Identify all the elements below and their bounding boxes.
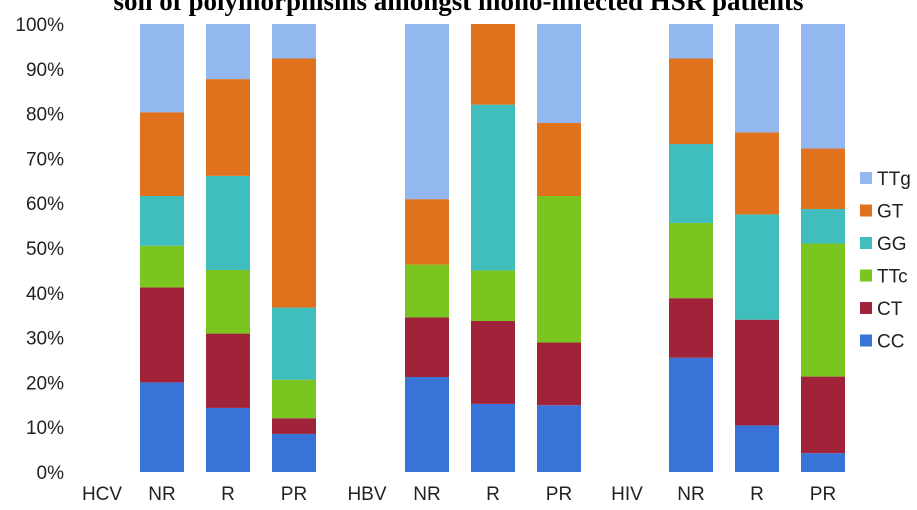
y-tick-label: 70% (26, 149, 64, 170)
legend-swatch-ct (860, 302, 872, 314)
x-group-label: HCV (82, 484, 122, 505)
bar-segment-ttc (272, 379, 316, 419)
bar-segment-ttg (272, 24, 316, 59)
y-tick-label: 30% (26, 329, 64, 350)
legend-label-cc: CC (877, 332, 904, 353)
legend-label-gt: GT (877, 202, 904, 223)
bar-segment-gt (471, 24, 515, 105)
bar-segment-ttc (537, 196, 581, 343)
bar-segment-ct (669, 298, 713, 358)
y-axis: 0% 10% 20% 30% 40% 50% 60% 70% 80% 90% 100% (15, 15, 64, 484)
bar-segment-cc (735, 425, 779, 472)
bar-segment-gg (669, 144, 713, 223)
bar-segment-ttc (206, 269, 250, 334)
bar-segment-cc (405, 377, 449, 472)
bar-segment-cc (272, 433, 316, 472)
bar-segment-ttc (405, 264, 449, 318)
y-tick-label: 60% (26, 194, 64, 215)
bar-segment-ct (801, 376, 845, 454)
bar-segment-gt (735, 132, 779, 215)
bar-segment-ct (537, 342, 581, 406)
y-tick-label: 40% (26, 284, 64, 305)
bar-segment-ct (206, 333, 250, 408)
bar-segment-ttg (206, 24, 250, 80)
bars (140, 24, 845, 472)
bar-segment-ttg (669, 24, 713, 59)
bar-segment-gg (471, 104, 515, 271)
legend-label-ttc: TTc (877, 267, 908, 288)
x-tick-label: NR (148, 484, 175, 505)
bar-segment-cc (669, 357, 713, 472)
bar-segment-gt (537, 123, 581, 197)
y-tick-label: 90% (26, 60, 64, 81)
bar-segment-ct (140, 287, 184, 383)
x-tick-label: PR (810, 484, 836, 505)
y-tick-label: 80% (26, 105, 64, 126)
bar-segment-gt (206, 79, 250, 176)
y-tick-label: 50% (26, 239, 64, 260)
bar-segment-ct (735, 319, 779, 426)
bar-segment-ttg (405, 24, 449, 200)
x-tick-label: R (750, 484, 764, 505)
bar-segment-gg (735, 214, 779, 320)
bar-segment-ct (471, 321, 515, 404)
legend-swatch-cc (860, 334, 872, 347)
bar-segment-ttg (537, 24, 581, 124)
bar-segment-cc (801, 453, 845, 472)
bar-segment-ttg (801, 24, 845, 149)
legend-swatch-gt (860, 204, 872, 217)
bar-segment-gt (405, 199, 449, 265)
y-tick-label: 100% (15, 15, 64, 36)
y-tick-label: 10% (26, 418, 64, 439)
y-tick-label: 20% (26, 373, 64, 394)
bar-segment-gg (272, 307, 316, 380)
legend-swatch-ttg (860, 172, 872, 184)
bar-segment-gt (801, 148, 845, 210)
bar-segment-ttg (735, 24, 779, 133)
legend-label-gg: GG (877, 234, 907, 255)
bar-segment-cc (140, 382, 184, 472)
bar-segment-ttc (471, 270, 515, 322)
bar-segment-cc (206, 407, 250, 472)
bar-segment-gt (140, 112, 184, 197)
bar-segment-gt (669, 58, 713, 145)
chart-title: son of polymorphisms amongst mono-infect… (113, 0, 804, 16)
bar-segment-gg (140, 196, 184, 246)
legend-swatch-ttc (860, 269, 872, 282)
bar-segment-cc (471, 403, 515, 472)
bar-segment-ttc (669, 222, 713, 299)
legend-swatch-gg (860, 237, 872, 249)
bar-segment-ct (405, 317, 449, 378)
y-tick-label: 0% (37, 463, 65, 484)
bar-segment-ct (272, 418, 316, 434)
x-group-label: HBV (347, 484, 386, 505)
legend-label-ttg: TTg (877, 169, 911, 190)
x-tick-label: NR (413, 484, 440, 505)
legend-label-ct: CT (877, 299, 903, 320)
bar-segment-gt (272, 58, 316, 308)
x-tick-label: R (486, 484, 500, 505)
x-axis: HCV HBV HIV NR R PR NR R PR NR R PR (82, 484, 836, 505)
bar-segment-gg (206, 175, 250, 270)
x-group-label: HIV (611, 484, 643, 505)
bar-segment-cc (537, 405, 581, 472)
bar-segment-ttc (140, 245, 184, 288)
x-tick-label: PR (546, 484, 572, 505)
bar-segment-ttc (801, 243, 845, 377)
x-tick-label: R (221, 484, 235, 505)
x-tick-label: NR (677, 484, 704, 505)
bar-segment-ttg (140, 24, 184, 113)
x-tick-label: PR (281, 484, 307, 505)
legend: TTg GT GG TTc CT CC (860, 169, 911, 353)
bar-segment-gg (801, 209, 845, 244)
